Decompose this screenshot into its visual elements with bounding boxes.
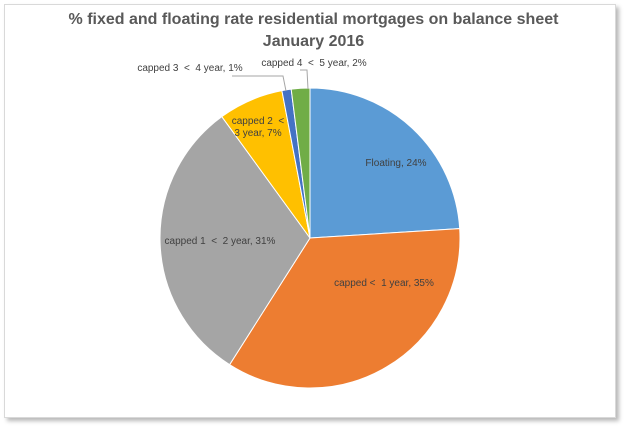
pie-slice-5	[290, 87, 311, 239]
pie-slice-2	[159, 115, 311, 366]
pie-slice-1	[228, 228, 461, 389]
chart-title: % fixed and floating rate residential mo…	[68, 11, 559, 28]
pie-slice-0	[309, 87, 461, 239]
data-label-4: capped 3 < 4 year, 1%	[137, 63, 242, 74]
data-label-1: capped < 1 year, 35%	[334, 278, 434, 289]
leader-line-5	[300, 69, 309, 90]
data-label-5: capped 4 < 5 year, 2%	[261, 58, 366, 69]
data-label-3: capped 2 <3 year, 7%	[232, 116, 285, 139]
data-label-0: Floating, 24%	[365, 158, 426, 169]
leader-line-4	[232, 75, 287, 92]
chart-subtitle: January 2016	[262, 33, 365, 50]
data-label-2: capped 1 < 2 year, 31%	[165, 236, 276, 247]
